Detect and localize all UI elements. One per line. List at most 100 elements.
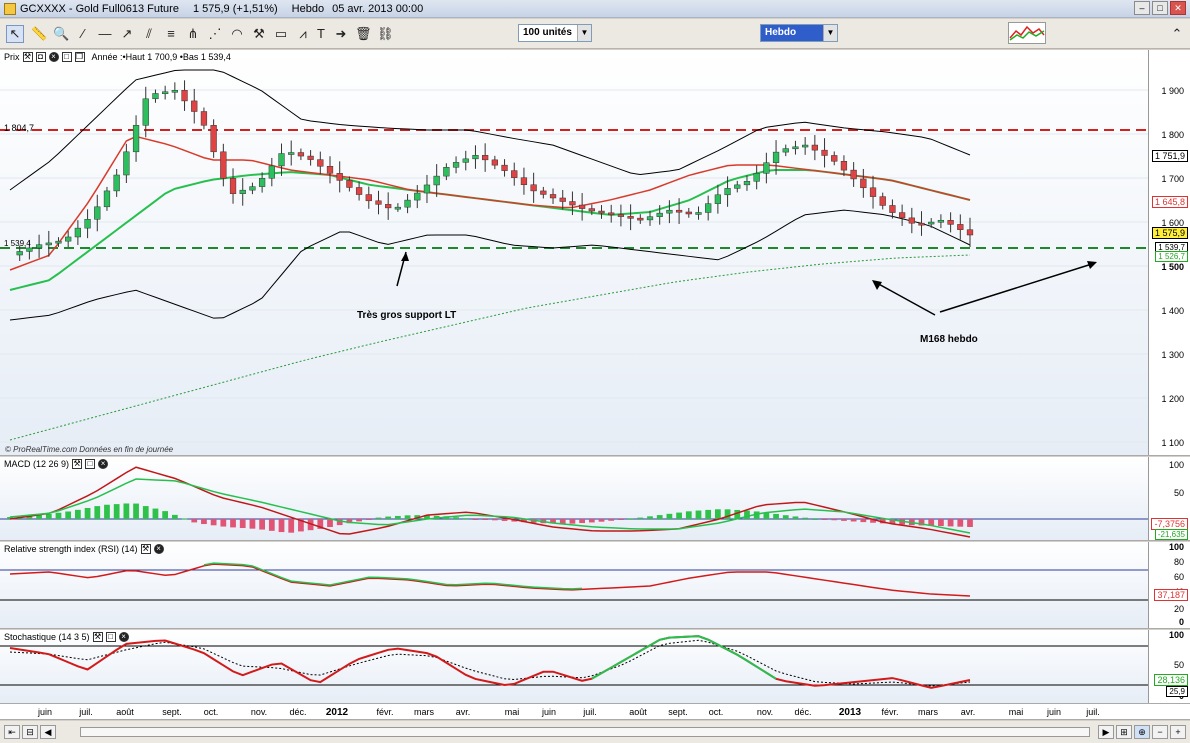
rsi-value: 37,187 bbox=[1154, 589, 1188, 601]
wrench-icon[interactable]: ⚒ bbox=[92, 632, 103, 642]
macd-histogram-bar bbox=[65, 511, 72, 519]
link-icon[interactable]: ⛓ bbox=[377, 26, 394, 41]
maximize-icon[interactable]: □ bbox=[85, 459, 96, 469]
zoom-minus-icon[interactable]: − bbox=[1152, 725, 1168, 739]
candle-body bbox=[646, 216, 654, 221]
fan-icon[interactable]: ⋰ bbox=[208, 26, 222, 41]
hammer-icon[interactable]: ⚒ bbox=[253, 26, 265, 41]
scroll-right-icon[interactable]: ▶ bbox=[1098, 725, 1114, 739]
macd-histogram-bar bbox=[724, 509, 731, 519]
macd-histogram-bar bbox=[230, 519, 236, 528]
zoom-in-icon[interactable]: ⊞ bbox=[1116, 725, 1132, 739]
x-tick-label: févr. bbox=[376, 707, 394, 717]
macd-histogram-bar bbox=[113, 504, 120, 519]
window-titlebar: GCXXXX - Gold Full0613 Future 1 575,9 (+… bbox=[0, 0, 1190, 18]
wrench-icon[interactable]: ⚒ bbox=[140, 544, 151, 554]
x-tick-label: mars bbox=[414, 707, 434, 717]
annotation-arrow bbox=[939, 262, 1096, 313]
candle-body bbox=[637, 217, 644, 221]
close-icon[interactable]: × bbox=[118, 632, 129, 642]
candle-body bbox=[433, 175, 440, 186]
rectangle-icon[interactable]: ▭ bbox=[274, 26, 288, 41]
candle-body bbox=[423, 184, 431, 194]
maximize-icon[interactable]: □ bbox=[105, 632, 116, 642]
channel-icon[interactable]: ⫽ bbox=[146, 26, 152, 41]
ma168-line bbox=[9, 254, 971, 441]
candle-body bbox=[16, 251, 23, 256]
candle-body bbox=[336, 173, 343, 181]
tick-label: 1 100 bbox=[1161, 438, 1184, 448]
candle-body bbox=[220, 151, 227, 179]
candle-body bbox=[569, 201, 576, 206]
tick-label: 20 bbox=[1173, 604, 1184, 614]
candle-body bbox=[200, 111, 208, 126]
candle-body bbox=[908, 217, 915, 224]
candle-body bbox=[452, 162, 460, 168]
arrowhead-icon bbox=[872, 280, 882, 290]
scroll-left-icon[interactable]: ◀ bbox=[40, 725, 56, 739]
restore-icon[interactable]: ❐ bbox=[74, 52, 85, 62]
wrench-icon[interactable]: ⚒ bbox=[22, 52, 33, 62]
macd-histogram-bar bbox=[860, 519, 867, 523]
horizontal-scrollbar[interactable] bbox=[80, 727, 1090, 737]
maximize-button[interactable]: □ bbox=[1152, 1, 1168, 15]
tick-label: 1 500 bbox=[1161, 262, 1184, 272]
period-select[interactable]: Hebdo ▼ bbox=[760, 24, 838, 42]
tick-label: 100 bbox=[1168, 542, 1184, 552]
macd-histogram-bar bbox=[559, 519, 566, 524]
x-tick-label: juil. bbox=[583, 707, 597, 717]
macd-histogram-bar bbox=[259, 519, 266, 530]
macd-histogram-bar bbox=[171, 514, 178, 519]
stoch-k-line bbox=[9, 635, 971, 689]
cursor-icon[interactable]: ↖ bbox=[6, 25, 24, 43]
bottom-bar: ⇤ ⊟ ◀ ▶ ⊞ ⊕ − + bbox=[0, 721, 1190, 743]
macd-histogram-bar bbox=[695, 510, 702, 519]
x-tick-label: juil. bbox=[1086, 707, 1100, 717]
price-pane: Prix ⚒ ◘ × □ ❐ Année :•Haut 1 700,9 •Bas… bbox=[0, 50, 1190, 456]
pitchfork-icon[interactable]: ⋔ bbox=[187, 26, 199, 41]
x-tick-label: mars bbox=[918, 707, 938, 717]
text-icon[interactable]: T bbox=[317, 26, 325, 41]
macd-histogram-bar bbox=[36, 515, 42, 519]
macd-histogram-bar bbox=[753, 511, 760, 519]
macd-histogram-bar bbox=[152, 508, 159, 519]
units-select[interactable]: 100 unités ▼ bbox=[518, 24, 592, 42]
indicator-icon[interactable] bbox=[1008, 22, 1046, 44]
line-icon[interactable]: ⁄ bbox=[81, 26, 85, 41]
horizontal-line-icon[interactable]: — bbox=[98, 26, 112, 41]
zigzag-icon[interactable]: ⩘ bbox=[299, 26, 307, 41]
magnify-icon[interactable]: ⊕ bbox=[1134, 725, 1150, 739]
wrench-icon[interactable]: ⚒ bbox=[72, 459, 83, 469]
support-level-label: 1 539,4 bbox=[4, 239, 31, 248]
zoom-plus-icon[interactable]: + bbox=[1170, 725, 1186, 739]
ruler-icon[interactable]: 📏 bbox=[31, 26, 48, 41]
macd-histogram-bar bbox=[210, 519, 217, 526]
candle-body bbox=[404, 199, 411, 208]
close-icon[interactable]: × bbox=[98, 459, 109, 469]
arrow-icon[interactable]: ➜ bbox=[335, 26, 347, 41]
macd-histogram-bar bbox=[74, 509, 81, 519]
settings-icon[interactable]: ◘ bbox=[35, 52, 46, 62]
fibonacci-icon[interactable]: ≡ bbox=[167, 26, 175, 41]
trash-icon[interactable]: 🗑 bbox=[355, 26, 372, 41]
macd-histogram-bar bbox=[627, 518, 634, 520]
zoom-icon[interactable]: 🔍 bbox=[53, 26, 70, 41]
close-icon[interactable]: × bbox=[153, 544, 164, 554]
candle-body bbox=[297, 152, 305, 157]
macd-histogram-bar bbox=[550, 519, 556, 524]
macd-histogram-bar bbox=[45, 513, 52, 519]
minimize-button[interactable]: – bbox=[1134, 1, 1150, 15]
candle-body bbox=[898, 212, 906, 219]
macd-histogram-bar bbox=[162, 511, 169, 519]
zoom-out-icon[interactable]: ⊟ bbox=[22, 725, 38, 739]
first-icon[interactable]: ⇤ bbox=[4, 725, 20, 739]
maximize-icon[interactable]: □ bbox=[61, 52, 72, 62]
close-button[interactable]: ✕ bbox=[1170, 1, 1186, 15]
tick-label: 50 bbox=[1173, 488, 1184, 498]
expand-icon[interactable]: ⌃ bbox=[1171, 26, 1183, 41]
macd-histogram-bar bbox=[598, 519, 605, 522]
macd-histogram-bar bbox=[453, 517, 459, 519]
arc-icon[interactable]: ◠ bbox=[231, 26, 243, 41]
close-icon[interactable]: × bbox=[48, 52, 59, 62]
trend-line-icon[interactable]: ↗ bbox=[121, 26, 133, 41]
